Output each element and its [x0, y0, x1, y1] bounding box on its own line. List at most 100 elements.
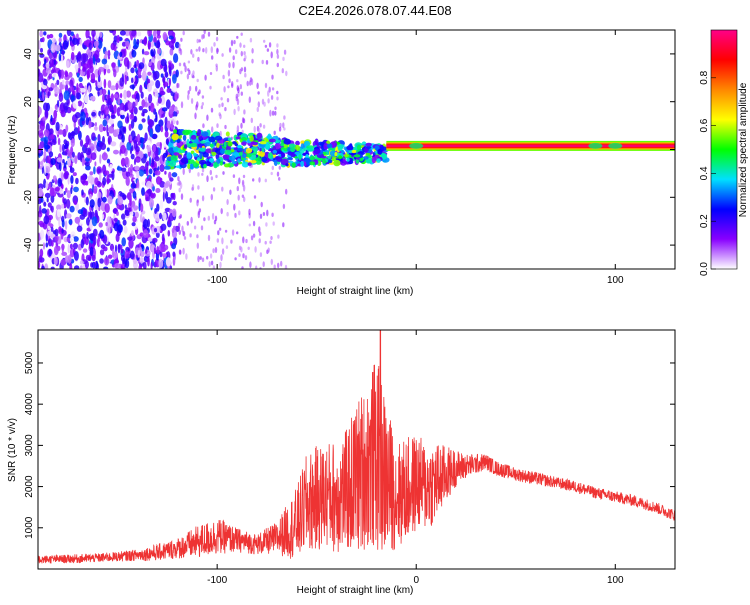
spectrogram-panel: -100 100 -40 -20 0 20 40 Height of straight li… [7, 29, 676, 297]
signal-blob [225, 131, 230, 137]
noise-blob [55, 44, 61, 52]
noise-blob [76, 53, 82, 62]
noise-blob [86, 217, 90, 226]
noise-blob [50, 194, 55, 203]
signal-blob [213, 161, 218, 169]
noise-blob [150, 192, 156, 199]
noise-blob [38, 72, 44, 83]
noise-blob [50, 114, 53, 122]
snr-y-label: SNR (10 * v/v) [7, 418, 18, 482]
noise-blob [168, 66, 172, 75]
sparse-noise-blob [192, 70, 195, 76]
noise-blob [64, 255, 70, 263]
colorbar-ticks: 0.0 0.2 0.4 0.6 0.8 [699, 70, 716, 276]
sparse-noise-blob [278, 126, 282, 132]
sparse-noise-blob [202, 48, 205, 53]
noise-blob [51, 240, 54, 247]
noise-blob [156, 34, 161, 39]
noise-blob [125, 171, 131, 177]
noise-blob [50, 266, 55, 269]
noise-blob [108, 225, 111, 235]
sparse-noise-blob [262, 212, 266, 216]
noise-blob [57, 192, 64, 198]
signal-blob [314, 138, 319, 146]
noise-blob [159, 141, 162, 151]
sparse-noise-blob [258, 231, 262, 236]
sparse-noise-blob [224, 229, 228, 233]
noise-blob [130, 118, 135, 129]
noise-blob [63, 171, 69, 180]
noise-blob [67, 244, 70, 254]
noise-blob [134, 61, 137, 69]
sparse-noise-blob [284, 264, 288, 269]
sparse-noise-blob [178, 215, 181, 220]
noise-blob [148, 93, 153, 104]
sparse-noise-blob [263, 39, 266, 43]
noise-blob [160, 58, 167, 67]
signal-blob [353, 154, 361, 158]
signal-blob [176, 138, 181, 144]
noise-blob [73, 186, 79, 193]
noise-blob [64, 220, 68, 231]
noise-blob [69, 243, 73, 250]
noise-blob [168, 208, 173, 215]
sparse-noise-blob [243, 66, 247, 73]
sparse-noise-blob [194, 112, 197, 120]
sparse-noise-blob [276, 96, 279, 101]
noise-blob [161, 233, 165, 243]
noise-blob [140, 142, 144, 148]
noise-blob [107, 94, 110, 100]
noise-blob [38, 40, 41, 50]
noise-blob [120, 114, 125, 120]
noise-blob [59, 188, 63, 195]
signal-blob [182, 134, 187, 141]
noise-blob [102, 196, 107, 203]
carrier-knot [588, 142, 603, 149]
noise-blob [162, 253, 167, 258]
sparse-noise-blob [241, 117, 245, 124]
noise-blob [124, 250, 130, 259]
noise-blob [93, 185, 98, 193]
noise-blob [117, 97, 121, 105]
signal-blob [329, 150, 335, 157]
colorbar-tick-label: 0.4 [699, 166, 710, 180]
noise-blob [120, 157, 126, 167]
noise-blob [89, 211, 93, 218]
noise-blob [38, 129, 44, 137]
noise-blob [121, 213, 126, 220]
signal-blob [178, 154, 182, 160]
signal-blob [374, 145, 380, 151]
noise-blob [43, 201, 47, 207]
sparse-noise-blob [197, 185, 200, 190]
sparse-noise-blob [226, 199, 229, 205]
noise-blob [45, 233, 48, 242]
signal-blob [190, 134, 197, 140]
page-title: C2E4.2026.078.07.44.E08 [298, 3, 451, 18]
signal-blob [326, 143, 333, 148]
sparse-noise-blob [210, 193, 213, 201]
noise-blob [148, 119, 155, 128]
noise-blob [103, 246, 108, 252]
sparse-noise-blob [227, 85, 230, 89]
noise-blob [97, 197, 101, 208]
sparse-noise-blob [227, 69, 231, 77]
spectrogram-y-tick-label: 0 [23, 146, 34, 152]
noise-blob [54, 228, 59, 237]
noise-blob [140, 91, 144, 99]
noise-blob [139, 232, 144, 237]
sparse-noise-blob [209, 253, 213, 259]
sparse-noise-blob [282, 222, 285, 228]
sparse-noise-blob [246, 80, 249, 87]
noise-blob [38, 232, 41, 242]
noise-blob [49, 58, 54, 67]
sparse-noise-blob [182, 247, 185, 255]
noise-blob [107, 80, 112, 89]
noise-blob [136, 59, 140, 66]
noise-blob [71, 151, 75, 158]
sparse-noise-blob [192, 75, 195, 79]
signal-blob [265, 144, 270, 150]
noise-blob [43, 139, 48, 150]
sparse-noise-blob [176, 110, 179, 115]
sparse-noise-blob [218, 103, 221, 108]
noise-blob [53, 117, 56, 124]
